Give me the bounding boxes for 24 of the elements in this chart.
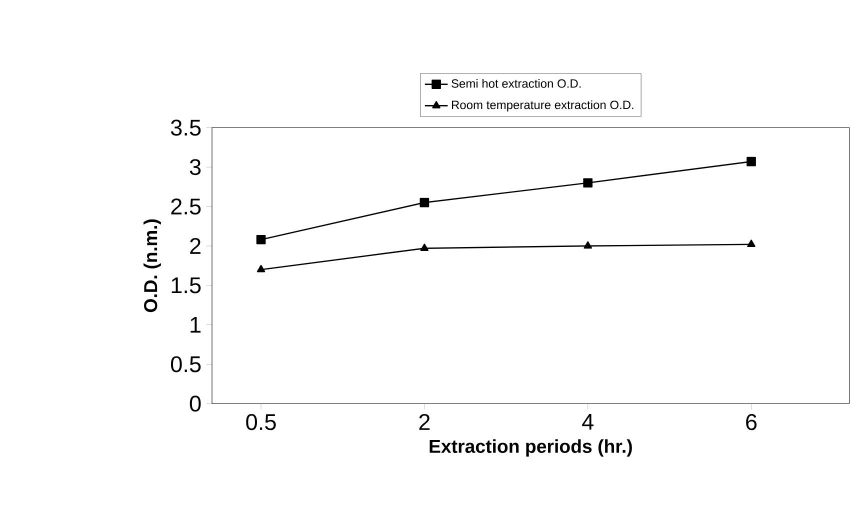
- legend-label: Semi hot extraction O.D.: [452, 78, 581, 88]
- x-axis-title: Extraction periods (hr.): [430, 439, 632, 457]
- y-tick-label: 0.5: [170, 356, 201, 372]
- point: [584, 241, 592, 249]
- point: [747, 240, 756, 248]
- y-tick-label: 3.5: [170, 120, 201, 136]
- point: [420, 198, 430, 208]
- point: [256, 264, 266, 272]
- legend-label: Room temperature extraction O.D.: [452, 100, 634, 112]
- y-tick-label: 0: [190, 396, 201, 412]
- point: [420, 244, 429, 251]
- x-tick-label: 6: [746, 414, 757, 430]
- y-tick-label: 2: [190, 238, 200, 254]
- y-axis-title: O.D. (n.m.): [144, 219, 161, 312]
- y-tick-label: 1: [190, 317, 200, 333]
- y-tick-label: 3: [190, 159, 201, 176]
- point: [256, 234, 266, 244]
- x-tick-label: 4: [582, 414, 594, 430]
- point: [583, 178, 593, 188]
- y-tick-label: 2.5: [171, 198, 201, 215]
- point: [746, 156, 756, 166]
- x-tick-label: 2: [419, 414, 430, 430]
- y-tick-label: 1.5: [172, 277, 201, 294]
- x-tick-label: 0.5: [246, 414, 276, 430]
